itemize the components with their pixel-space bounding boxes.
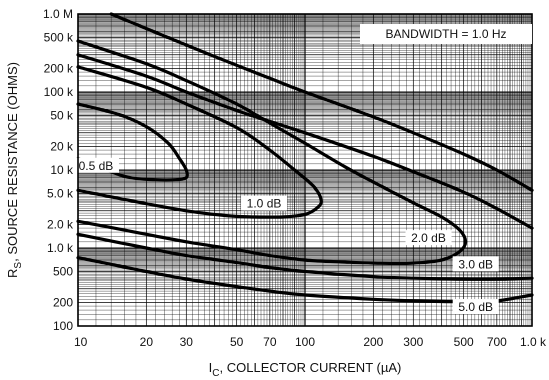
y-tick-label: 200 — [53, 296, 73, 310]
x-tick-label: 1.0 k — [520, 335, 547, 349]
contour-label: 2.0 dB — [411, 231, 446, 245]
y-axis-title: RS, SOURCE RESISTANCE (OHMS) — [5, 62, 24, 278]
x-tick-label: 70 — [263, 335, 277, 349]
contour-label-background — [452, 299, 499, 315]
x-axis-symbol: I — [209, 360, 213, 375]
contour-label-background — [241, 195, 288, 211]
x-tick-label: 500 — [454, 335, 474, 349]
contour-label-background — [405, 230, 452, 246]
y-tick-label: 50 k — [50, 108, 74, 122]
plot-frame — [77, 13, 533, 327]
x-axis-subscript: C — [212, 368, 219, 379]
y-tick-label: 1.0 M — [43, 7, 73, 21]
curve-3-0-db — [76, 232, 534, 281]
x-axis-text: , COLLECTOR CURRENT (µA) — [220, 360, 402, 375]
contour-label: 5.0 dB — [458, 300, 493, 314]
bandwidth-note: BANDWIDTH = 1.0 Hz — [360, 24, 532, 44]
y-axis-text: , SOURCE RESISTANCE (OHMS) — [5, 62, 20, 262]
y-axis-symbol: R — [5, 269, 20, 278]
contour-label: 3.0 dB — [458, 257, 493, 271]
y-axis-subscript: S — [13, 262, 24, 269]
contour-label-background — [72, 157, 119, 173]
bandwidth-note-background — [360, 24, 532, 44]
y-tick-label: 100 — [53, 319, 73, 333]
contour-label: 0.5 dB — [79, 159, 114, 173]
y-tick-label: 1.0 k — [47, 241, 74, 255]
y-tick-label: 5.0 k — [47, 186, 74, 200]
x-tick-label: 300 — [403, 335, 423, 349]
x-axis-title: IC, COLLECTOR CURRENT (µA) — [209, 360, 402, 379]
y-tick-label: 10 k — [50, 163, 74, 177]
y-tick-labels: 100 200 500 1.0 k 2.0 k 5.0 k 10 k 20 k 50 k 100 … — [43, 7, 74, 333]
contour-label-background — [452, 256, 499, 272]
x-tick-label: 20 — [140, 335, 154, 349]
y-tick-label: 500 k — [44, 30, 74, 44]
x-tick-labels: 10 20 30 50 70 100 200 300 500 700 1.0 k — [74, 335, 547, 349]
y-tick-label: 500 — [53, 264, 73, 278]
bandwidth-note-text: BANDWIDTH = 1.0 Hz — [385, 27, 506, 41]
grid-lines — [77, 13, 533, 327]
x-tick-label: 100 — [295, 335, 315, 349]
contour-labels: 0.5 dB 1.0 dB 2.0 dB 3.0 dB 5.0 dB — [72, 157, 499, 315]
y-tick-label: 200 k — [44, 62, 74, 76]
x-tick-label: 10 — [74, 335, 88, 349]
x-tick-label: 30 — [180, 335, 194, 349]
curve-0-5-db — [76, 102, 189, 182]
curve-unlabeled-6 — [109, 12, 534, 192]
y-tick-label: 20 k — [50, 140, 74, 154]
curve-unlabeled-5 — [76, 53, 534, 230]
x-tick-label: 700 — [487, 335, 507, 349]
y-tick-label: 2.0 k — [47, 218, 74, 232]
x-tick-label: 50 — [230, 335, 244, 349]
y-tick-label: 100 k — [44, 85, 74, 99]
curve-1-0-db — [76, 65, 323, 219]
contour-label: 1.0 dB — [247, 197, 282, 211]
x-tick-label: 200 — [363, 335, 383, 349]
